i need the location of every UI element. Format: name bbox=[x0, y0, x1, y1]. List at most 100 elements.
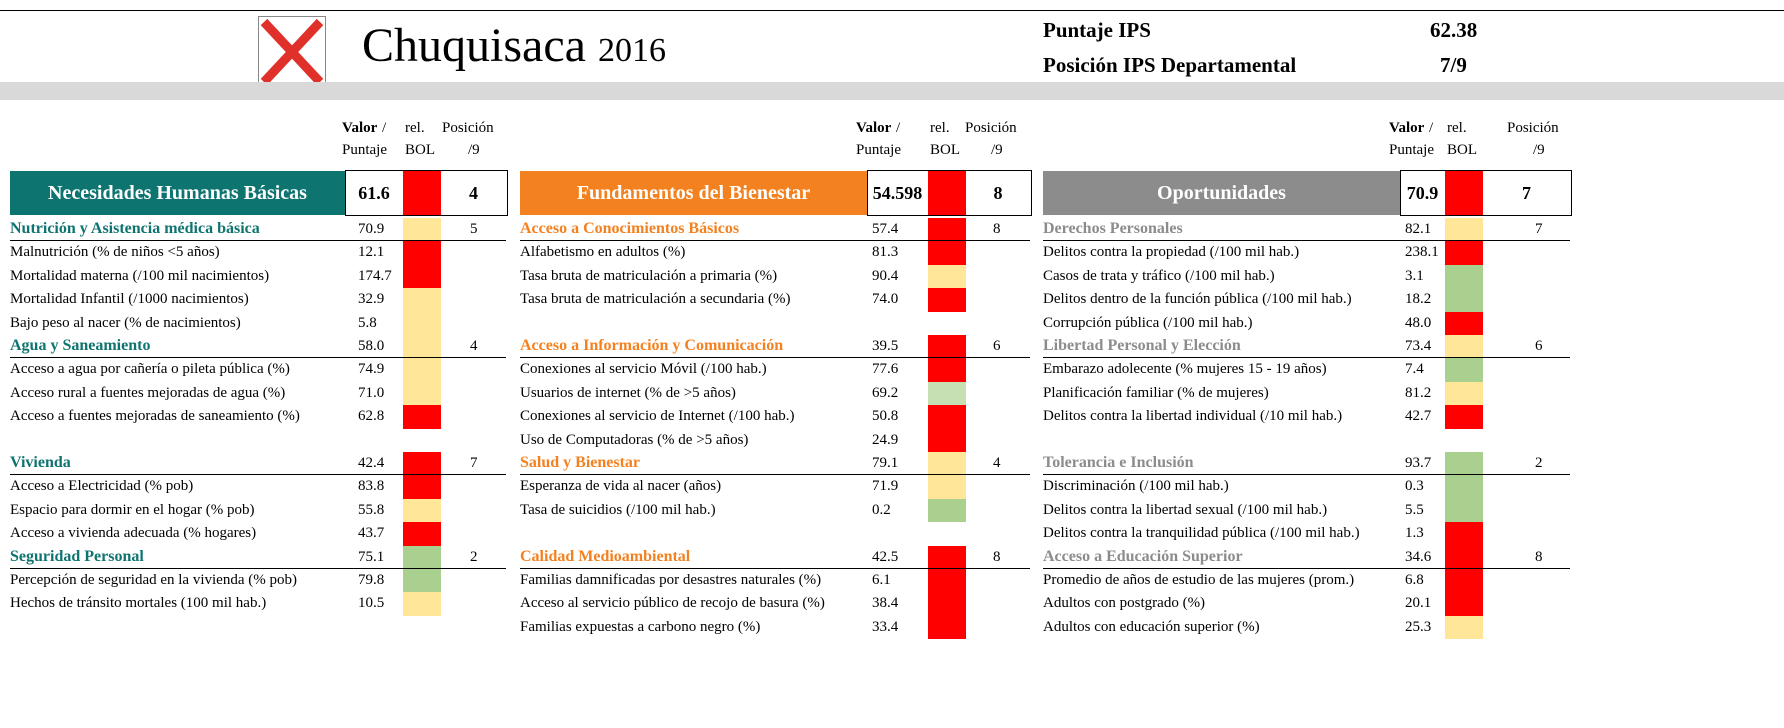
indicator-value: 3.1 bbox=[1405, 267, 1424, 284]
indicator-rel bbox=[928, 615, 966, 640]
indicator-name: Delitos contra la propiedad (/100 mil ha… bbox=[1043, 244, 1300, 261]
score: 62.38 bbox=[1430, 18, 1478, 42]
indicator-value: 20.1 bbox=[1405, 595, 1432, 612]
indicator-rel bbox=[1445, 381, 1483, 406]
indicator-value: 18.2 bbox=[1405, 291, 1432, 308]
title-text: Chuquisaca bbox=[362, 19, 586, 72]
component-rel bbox=[403, 545, 441, 569]
indicator-rel bbox=[403, 381, 441, 406]
component-value: 57.4 bbox=[872, 221, 899, 237]
component-position: 8 bbox=[993, 548, 1001, 565]
indicator-rel bbox=[1445, 475, 1483, 499]
dimension-box bbox=[867, 170, 1032, 216]
dimension-position: 8 bbox=[993, 183, 1003, 203]
indicator-value: 0.2 bbox=[872, 501, 891, 518]
indicator-rel bbox=[928, 428, 966, 452]
dimension-box bbox=[1400, 170, 1572, 216]
indicator-rel bbox=[403, 241, 441, 265]
indicator-rel bbox=[928, 405, 966, 429]
title-year: 2016 bbox=[597, 32, 666, 69]
indicator-rel bbox=[1445, 569, 1483, 593]
component-rel bbox=[1445, 335, 1483, 359]
indicator-name: Espacio para dormir en el hogar (% pob) bbox=[10, 501, 255, 518]
component-value: 93.7 bbox=[1405, 455, 1432, 471]
indicator-value: 77.6 bbox=[872, 361, 899, 378]
component-position: 2 bbox=[470, 548, 478, 565]
indicator-rel bbox=[928, 288, 966, 312]
indicator-name: Familias damnificadas por desastres natu… bbox=[520, 572, 822, 588]
component-position: 4 bbox=[470, 338, 478, 354]
indicator-value: 10.5 bbox=[358, 595, 385, 612]
dimension-rel bbox=[403, 171, 441, 215]
component-position: 6 bbox=[1535, 338, 1543, 354]
component-name: Acceso a Conocimientos Básicos bbox=[520, 220, 740, 237]
dimension-rel bbox=[1445, 171, 1483, 215]
component-rel bbox=[928, 335, 966, 359]
indicator-value: 6.8 bbox=[1405, 572, 1424, 588]
indicator-name: Tasa bruta de matriculación a secundaria… bbox=[520, 291, 791, 308]
band bbox=[0, 82, 1784, 100]
component-rule bbox=[1043, 240, 1570, 242]
indicator-value: 5.8 bbox=[358, 314, 377, 331]
indicator-name: Conexiones al servicio Móvil (/100 hab.) bbox=[520, 361, 767, 378]
indicator-value: 81.3 bbox=[872, 244, 899, 261]
header-bol: BOL bbox=[930, 142, 960, 158]
indicator-value: 55.8 bbox=[358, 501, 385, 518]
indicator-name: Promedio de años de estudio de las mujer… bbox=[1043, 572, 1355, 588]
component-name: Acceso a Educación Superior bbox=[1043, 547, 1243, 565]
header-slash: / bbox=[382, 120, 387, 136]
component-rule bbox=[10, 240, 506, 242]
component-rule bbox=[520, 474, 1030, 476]
component-rule bbox=[1043, 474, 1570, 476]
indicator-rel bbox=[1445, 288, 1483, 312]
indicator-value: 6.1 bbox=[872, 572, 891, 588]
component-rel bbox=[1445, 218, 1483, 242]
component-rule bbox=[520, 240, 1030, 242]
indicator-value: 74.9 bbox=[358, 361, 385, 378]
indicator-rel bbox=[928, 264, 966, 289]
indicator-rel bbox=[403, 311, 441, 335]
component-rule bbox=[1043, 357, 1570, 359]
indicator-name: Familias expuestas a carbono negro (%) bbox=[520, 618, 761, 635]
indicator-name: Embarazo adolecente (% mujeres 15 - 19 a… bbox=[1043, 361, 1327, 378]
indicator-value: 25.3 bbox=[1405, 618, 1432, 635]
component-value: 58.0 bbox=[358, 338, 385, 354]
indicator-rel bbox=[1445, 358, 1483, 382]
header-of: /9 bbox=[468, 142, 480, 158]
indicator-value: 74.0 bbox=[872, 291, 899, 308]
component-position: 7 bbox=[470, 455, 478, 471]
component-position: 5 bbox=[470, 221, 478, 237]
header-valor: Valor bbox=[342, 120, 378, 136]
dimension-name: Fundamentos del Bienestar bbox=[520, 171, 867, 215]
indicator-value: 69.2 bbox=[872, 384, 899, 401]
indicator-name: Mortalidad materna (/100 mil nacimientos… bbox=[10, 267, 270, 284]
indicator-value: 12.1 bbox=[358, 244, 385, 261]
component-position: 4 bbox=[993, 455, 1001, 471]
dimension-box bbox=[345, 170, 508, 216]
indicator-name: Acceso a agua por cañería o pileta públi… bbox=[10, 361, 290, 378]
rank-label: Posición IPS Departamental bbox=[1043, 53, 1297, 77]
indicator-rel bbox=[403, 405, 441, 429]
indicator-value: 1.3 bbox=[1405, 525, 1424, 542]
indicator-rel bbox=[403, 288, 441, 312]
indicator-name: Malnutrición (% de niños <5 años) bbox=[10, 244, 220, 261]
header-slash: / bbox=[896, 120, 901, 136]
indicator-name: Bajo peso al nacer (% de nacimientos) bbox=[10, 314, 241, 331]
indicator-value: 81.2 bbox=[1405, 384, 1432, 401]
component-position: 8 bbox=[993, 221, 1001, 237]
component-value: 79.1 bbox=[872, 455, 899, 471]
component-rel bbox=[928, 545, 966, 569]
indicator-name: Casos de trata y tráfico (/100 mil hab.) bbox=[1043, 267, 1275, 284]
component-rel bbox=[403, 452, 441, 476]
component-rule bbox=[520, 568, 1030, 569]
title: Chuquisaca 2016 bbox=[362, 18, 666, 79]
indicator-rel bbox=[928, 498, 966, 523]
indicator-value: 174.7 bbox=[358, 267, 392, 284]
component-rel bbox=[928, 452, 966, 476]
indicator-name: Conexiones al servicio de Internet (/100… bbox=[520, 408, 795, 425]
component-rule bbox=[1043, 568, 1570, 569]
component-rule bbox=[520, 357, 1030, 359]
header-posicion: Posición bbox=[1507, 120, 1559, 136]
component-name: Nutrición y Asistencia médica básica bbox=[10, 220, 260, 237]
indicator-rel bbox=[1445, 405, 1483, 429]
